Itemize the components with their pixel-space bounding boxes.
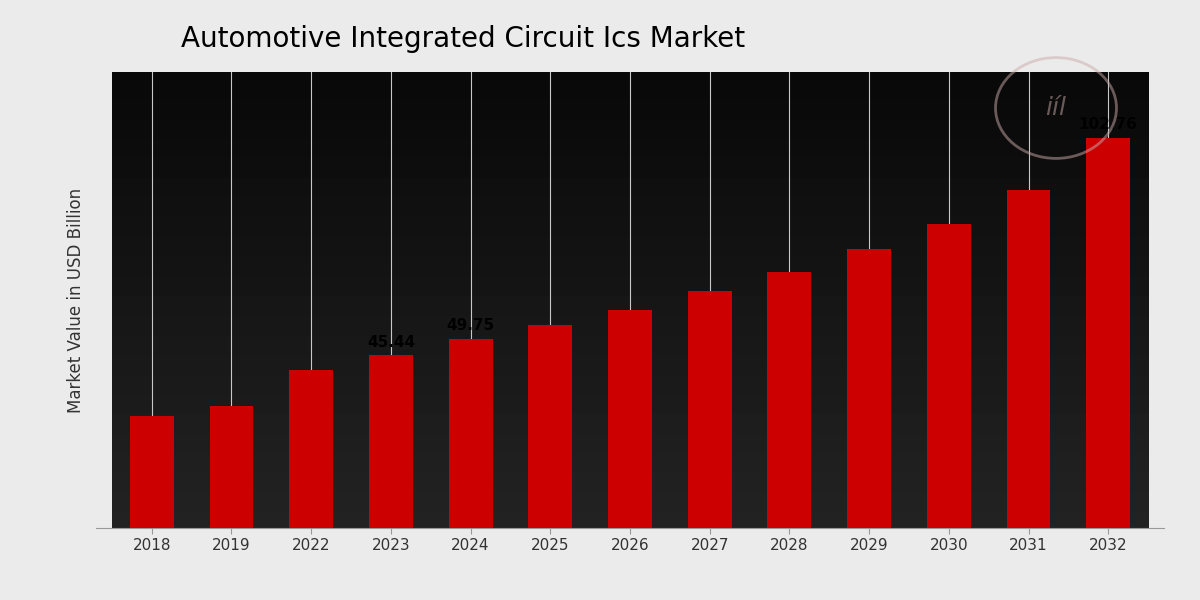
Bar	[449, 339, 492, 528]
Bar	[1007, 190, 1050, 528]
Bar	[608, 310, 652, 528]
Text: 49.75: 49.75	[446, 318, 494, 333]
Y-axis label: Market Value in USD Billion: Market Value in USD Billion	[67, 187, 85, 413]
Bar	[528, 325, 572, 528]
Bar	[289, 370, 334, 528]
Bar	[1086, 137, 1130, 528]
Bar	[130, 416, 174, 528]
Bar	[768, 271, 811, 528]
Bar	[368, 355, 413, 528]
Text: Automotive Integrated Circuit Ics Market: Automotive Integrated Circuit Ics Market	[181, 25, 745, 53]
Bar	[926, 224, 971, 528]
Text: iíl: iíl	[1045, 96, 1067, 120]
Text: 102.76: 102.76	[1079, 117, 1138, 132]
Bar	[688, 290, 732, 528]
Bar	[210, 406, 253, 528]
Bar	[847, 248, 892, 528]
Text: 45.44: 45.44	[367, 335, 415, 350]
